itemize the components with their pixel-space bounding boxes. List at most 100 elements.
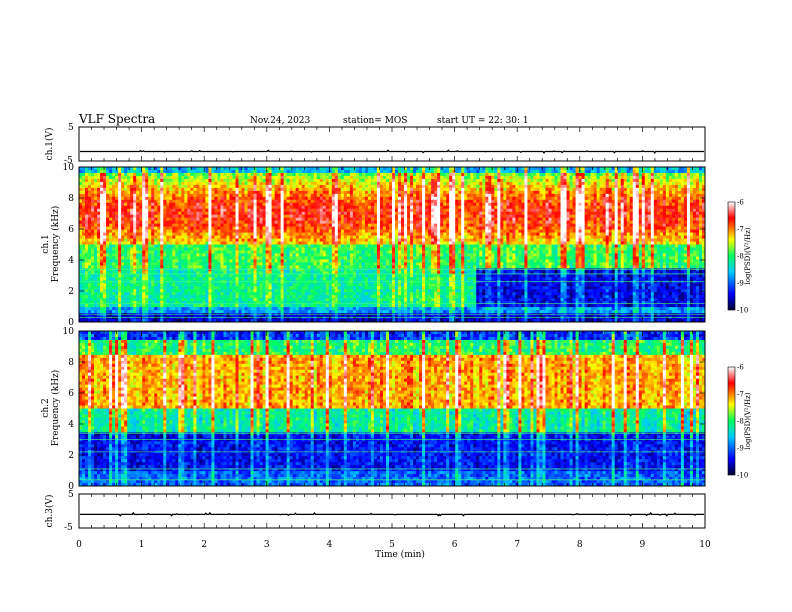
spectrogram-cell <box>202 206 205 209</box>
spectrogram-cell <box>88 209 91 212</box>
spectrogram-cell <box>202 253 205 256</box>
spectrogram-cell <box>127 262 130 265</box>
spectrogram-cell <box>145 221 148 224</box>
spectrogram-cell <box>157 268 160 271</box>
spectrogram-cell <box>166 298 169 301</box>
spectrogram-cell <box>205 221 208 224</box>
spectrogram-cell <box>100 289 103 292</box>
spectrogram-cell <box>160 253 163 256</box>
spectrogram-cell <box>175 233 178 236</box>
spectrogram-cell <box>202 265 205 268</box>
spectrogram-cell <box>160 259 163 262</box>
spectrogram-cell <box>124 292 127 295</box>
spectrogram-cell <box>97 182 100 185</box>
spectrogram-cell <box>190 215 193 218</box>
spectrogram-cell <box>106 206 109 209</box>
spectrogram-cell <box>199 194 202 197</box>
spectrogram-cell <box>100 310 103 313</box>
spectrogram-cell <box>109 173 112 176</box>
spectrogram-cell <box>184 242 187 245</box>
spectrogram-cell <box>187 313 190 316</box>
spectrogram-cell <box>181 304 184 307</box>
spectrogram-cell <box>124 209 127 212</box>
spectrogram-cell <box>208 301 211 304</box>
spectrogram-cell <box>184 236 187 239</box>
spectrogram-cell <box>181 185 184 188</box>
spectrogram-cell <box>175 298 178 301</box>
spectrogram-cell <box>142 245 145 248</box>
spectrogram-cell <box>124 182 127 185</box>
spectrogram-cell <box>142 307 145 310</box>
spectrogram-cell <box>103 170 106 173</box>
spectrogram-cell <box>151 209 154 212</box>
spectrogram-cell <box>148 310 151 313</box>
spectrogram-cell <box>169 245 172 248</box>
spectrogram-cell <box>199 203 202 206</box>
spectrogram-cell <box>130 307 133 310</box>
spectrogram-cell <box>169 179 172 182</box>
spectrogram-cell <box>157 256 160 259</box>
spectrogram-cell <box>196 250 199 253</box>
spectrogram-cell <box>121 218 124 221</box>
spectrogram-cell <box>85 274 88 277</box>
spectrogram-cell <box>163 301 166 304</box>
spectrogram-cell <box>94 182 97 185</box>
spectrogram-cell <box>133 256 136 259</box>
spectrogram-cell <box>97 313 100 316</box>
spectrogram-cell <box>199 197 202 200</box>
spectrogram-cell <box>211 170 214 173</box>
spectrogram-cell <box>97 203 100 206</box>
spectrogram-cell <box>154 191 157 194</box>
spectrogram-cell <box>196 170 199 173</box>
spectrogram-cell <box>106 298 109 301</box>
spectrogram-cell <box>142 188 145 191</box>
spectrogram-cell <box>115 262 118 265</box>
spectrogram-cell <box>190 295 193 298</box>
spectrogram-cell <box>202 259 205 262</box>
spectrogram-cell <box>163 179 166 182</box>
spectrogram-cell <box>157 176 160 179</box>
spectrogram-cell <box>100 313 103 316</box>
spectrogram-cell <box>166 259 169 262</box>
spectrogram-cell <box>109 227 112 230</box>
spectrogram-cell <box>196 206 199 209</box>
spectrogram-cell <box>178 259 181 262</box>
spectrogram-cell <box>208 182 211 185</box>
spectrogram-cell <box>124 289 127 292</box>
spectrogram-cell <box>133 182 136 185</box>
spectrogram-cell <box>85 221 88 224</box>
spectrogram-cell <box>115 295 118 298</box>
spectrogram-cell <box>118 236 121 239</box>
spectrogram-cell <box>196 310 199 313</box>
spectrogram-cell <box>193 224 196 227</box>
spectrogram-cell <box>199 286 202 289</box>
spectrogram-cell <box>166 203 169 206</box>
spectrogram-cell <box>178 310 181 313</box>
spectrogram-cell <box>79 221 82 224</box>
spectrogram-cell <box>112 247 115 250</box>
spectrogram-cell <box>88 212 91 215</box>
spectrogram-cell <box>142 170 145 173</box>
spectrogram-cell <box>121 247 124 250</box>
spectrogram-cell <box>208 236 211 239</box>
spectrogram-cell <box>205 212 208 215</box>
spectrogram-cell <box>106 242 109 245</box>
spectrogram-cell <box>130 245 133 248</box>
spectrogram-cell <box>187 239 190 242</box>
spectrogram-cell <box>208 170 211 173</box>
spectrogram-cell <box>94 292 97 295</box>
spectrogram-cell <box>163 197 166 200</box>
spectrogram-cell <box>193 268 196 271</box>
spectrogram-cell <box>205 292 208 295</box>
spectrogram-cell <box>178 179 181 182</box>
spectrogram-cell <box>97 206 100 209</box>
spectrogram-cell <box>127 176 130 179</box>
spectrogram-cell <box>100 250 103 253</box>
spectrogram-cell <box>127 233 130 236</box>
spectrogram-cell <box>142 167 145 170</box>
spectrogram-cell <box>115 242 118 245</box>
spectrogram-cell <box>202 313 205 316</box>
spectrogram-cell <box>169 301 172 304</box>
spectrogram-cell <box>142 173 145 176</box>
spectrogram-cell <box>148 313 151 316</box>
